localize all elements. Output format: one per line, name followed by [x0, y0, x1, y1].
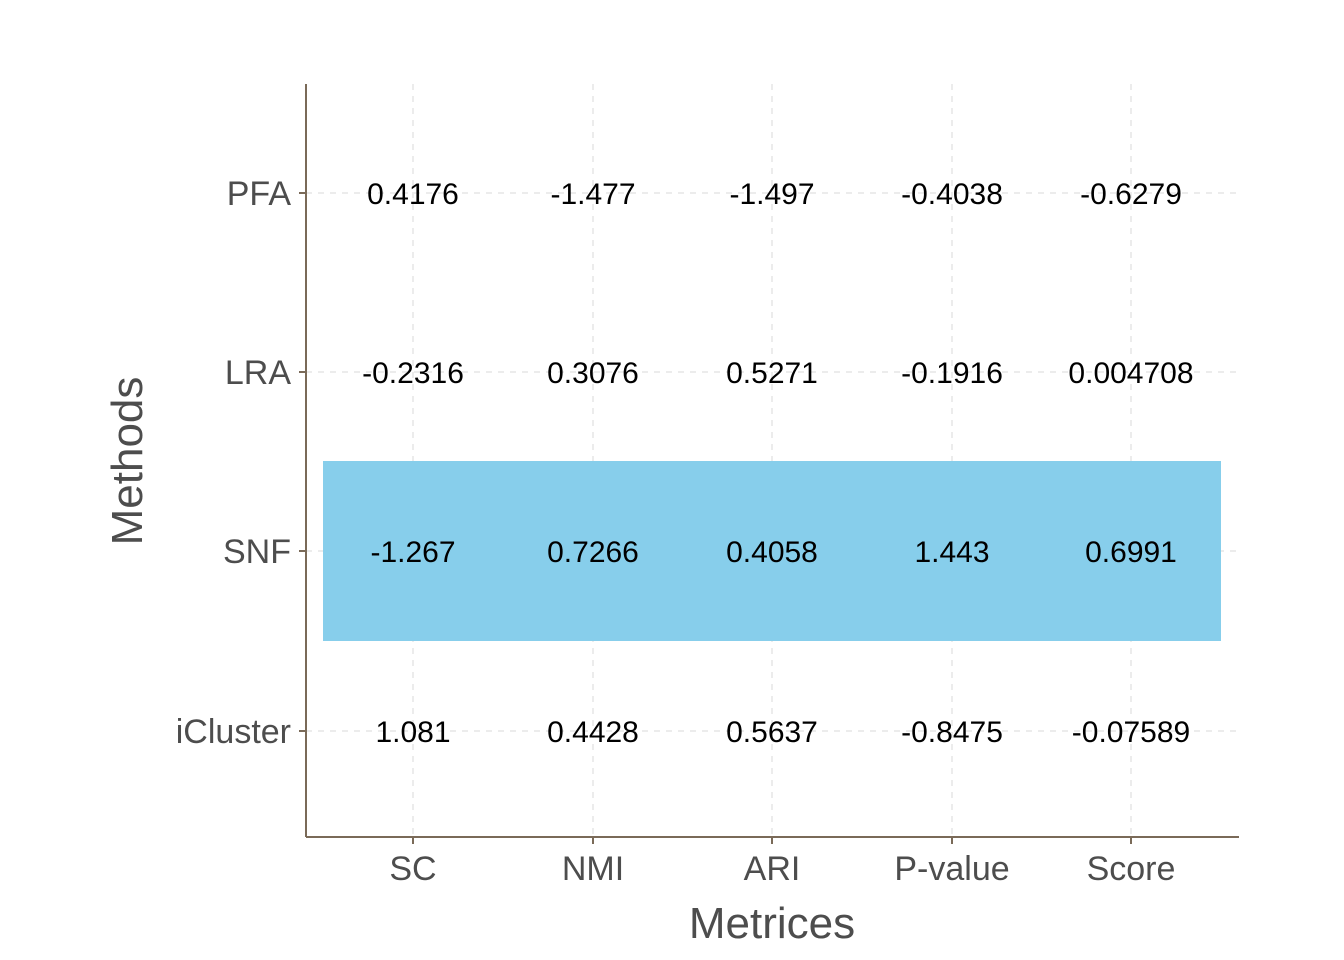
- x-tick-label-ari: ARI: [744, 850, 801, 888]
- cell-icluster-nmi: 0.4428: [547, 716, 639, 749]
- cell-values: 0.4176 -1.477 -1.497 -0.4038 -0.6279 -0.2316 0…: [362, 178, 1193, 749]
- cell-icluster-p-value: -0.8475: [901, 716, 1003, 749]
- grid-lines: [306, 84, 1239, 837]
- cell-snf-sc: -1.267: [370, 536, 455, 569]
- cell-icluster-score: -0.07589: [1072, 716, 1190, 749]
- x-axis-title: Metrices: [689, 899, 855, 948]
- cell-pfa-p-value: -0.4038: [901, 178, 1003, 211]
- cell-lra-ari: 0.5271: [726, 357, 818, 390]
- x-tick-label-score: Score: [1087, 850, 1176, 888]
- cell-lra-sc: -0.2316: [362, 357, 464, 390]
- cell-pfa-ari: -1.497: [729, 178, 814, 211]
- y-tick-label-icluster: iCluster: [176, 713, 291, 751]
- y-tick-label-pfa: PFA: [227, 175, 292, 213]
- cell-lra-nmi: 0.3076: [547, 357, 639, 390]
- cell-pfa-score: -0.6279: [1080, 178, 1182, 211]
- cell-icluster-sc: 1.081: [375, 716, 450, 749]
- x-tick-label-sc: SC: [389, 850, 436, 888]
- x-tick-label-nmi: NMI: [562, 850, 624, 888]
- y-tick-label-lra: LRA: [225, 354, 291, 392]
- y-tick-labels: PFA LRA SNF iCluster: [176, 175, 306, 751]
- cell-pfa-nmi: -1.477: [550, 178, 635, 211]
- highlight-row-snf: [323, 461, 1221, 641]
- cell-snf-p-value: 1.443: [914, 536, 989, 569]
- y-axis-title: Methods: [103, 377, 152, 546]
- cell-snf-score: 0.6991: [1085, 536, 1177, 569]
- x-tick-label-p-value: P-value: [894, 850, 1009, 888]
- y-tick-label-snf: SNF: [223, 533, 291, 571]
- cell-snf-ari: 0.4058: [726, 536, 818, 569]
- cell-lra-p-value: -0.1916: [901, 357, 1003, 390]
- cell-snf-nmi: 0.7266: [547, 536, 639, 569]
- cell-icluster-ari: 0.5637: [726, 716, 818, 749]
- x-tick-labels: SC NMI ARI P-value Score: [389, 837, 1175, 888]
- cell-pfa-sc: 0.4176: [367, 178, 459, 211]
- highlight-layer: [323, 461, 1221, 641]
- cell-lra-score: 0.004708: [1068, 357, 1193, 390]
